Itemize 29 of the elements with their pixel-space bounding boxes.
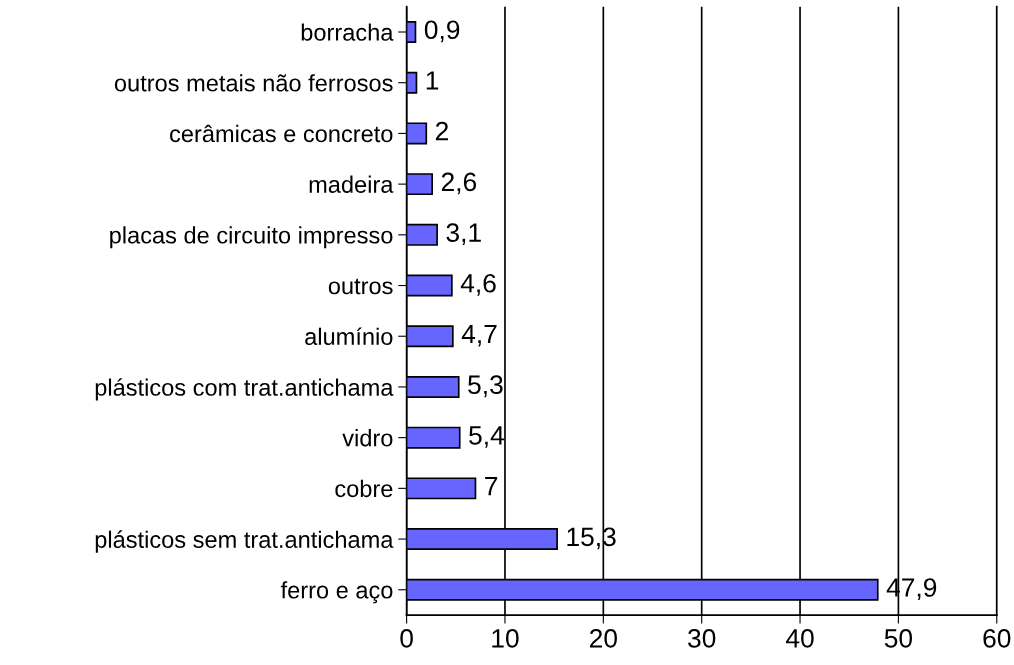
data-label: 4,6 xyxy=(460,273,496,296)
y-tick-label: plásticos com trat.antichama xyxy=(95,378,394,401)
x-tick-label: 30 xyxy=(688,629,716,648)
y-tick-label: plásticos sem trat.antichama xyxy=(95,530,394,553)
y-tick-label: placas de circuito impresso xyxy=(110,226,393,249)
data-label: 4,7 xyxy=(461,324,497,347)
data-label: 0,9 xyxy=(424,20,460,43)
data-label: 5,3 xyxy=(468,375,503,398)
data-label: 3,1 xyxy=(446,223,481,246)
y-tick-label: outros metais não ferrosos xyxy=(114,74,393,92)
y-tick-label: borracha xyxy=(301,23,394,41)
y-tick-label: cerâmicas e concreto xyxy=(170,124,393,143)
data-label: 2,6 xyxy=(441,172,477,195)
y-tick-label: madeira xyxy=(309,175,394,193)
data-label: 1 xyxy=(426,71,439,90)
x-tick-label: 60 xyxy=(983,629,1011,648)
y-tick-label: vidro xyxy=(342,429,393,447)
y-tick-label: alumínio xyxy=(305,327,393,346)
y-tick-label: outros xyxy=(328,278,393,295)
y-tick-label: ferro e aço xyxy=(280,581,393,604)
x-tick-label: 10 xyxy=(492,629,519,648)
data-label: 2 xyxy=(435,121,448,141)
y-tick-label: cobre xyxy=(335,479,393,498)
x-tick-label: 40 xyxy=(785,629,814,648)
data-label: 5,4 xyxy=(469,426,504,448)
x-tick-label: 20 xyxy=(589,629,617,648)
x-tick-label: 0 xyxy=(400,629,413,648)
x-tick-label: 50 xyxy=(884,629,913,648)
data-label: 7 xyxy=(485,477,498,496)
